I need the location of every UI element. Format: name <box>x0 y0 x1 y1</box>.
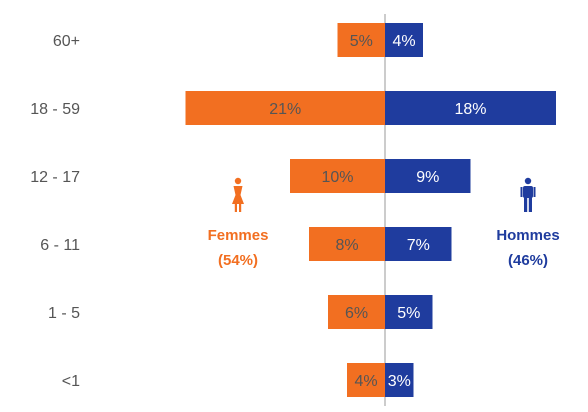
bar-label-femmes: 8% <box>335 237 358 254</box>
icon-arm <box>520 187 523 197</box>
bar-hommes <box>385 363 414 397</box>
bar-femmes <box>328 295 385 329</box>
female-person-icon <box>232 177 244 212</box>
bar-label-hommes: 5% <box>397 305 420 322</box>
icon-torso <box>523 186 533 198</box>
bar-label-femmes: 21% <box>269 101 301 118</box>
age-label: 6 - 11 <box>40 237 80 254</box>
bar-hommes <box>385 23 423 57</box>
bar-label-hommes: 18% <box>454 101 486 118</box>
icon-head <box>234 177 242 185</box>
legend-hommes-share: (46%) <box>508 252 548 269</box>
bar-femmes <box>309 227 385 261</box>
bars-group: 5% 4% 21% 18% 10% 9% 8% 7% 6% 5% 4% 3% <box>185 23 556 397</box>
age-label: 60+ <box>53 33 80 50</box>
age-label: <1 <box>62 373 80 390</box>
age-label: 1 - 5 <box>48 305 80 322</box>
legend-group: Femmes (54%) Hommes (46%) <box>208 177 560 269</box>
legend-femmes-name: Femmes <box>208 227 269 244</box>
legend-hommes-name: Hommes <box>496 227 559 244</box>
age-label: 12 - 17 <box>30 169 80 186</box>
bar-femmes <box>290 159 385 193</box>
icon-leg <box>234 204 237 212</box>
bar-hommes <box>385 91 556 125</box>
bar-label-hommes: 9% <box>416 169 439 186</box>
bar-label-femmes: 6% <box>345 305 368 322</box>
bar-femmes <box>347 363 385 397</box>
age-label: 18 - 59 <box>30 101 80 118</box>
bar-femmes <box>185 91 385 125</box>
legend-femmes-share: (54%) <box>218 252 258 269</box>
bar-label-femmes: 10% <box>321 169 353 186</box>
bar-label-hommes: 3% <box>388 373 411 390</box>
icon-leg <box>524 197 528 212</box>
bar-hommes <box>385 159 471 193</box>
icon-dress <box>232 186 244 204</box>
icon-leg <box>528 197 532 212</box>
bar-hommes <box>385 295 433 329</box>
icon-head <box>524 177 532 185</box>
icon-arm <box>533 187 536 197</box>
icon-leg <box>239 204 242 212</box>
bar-hommes <box>385 227 452 261</box>
age-labels-group: 60+ 18 - 59 12 - 17 6 - 11 1 - 5 <1 <box>30 33 80 390</box>
bar-label-hommes: 7% <box>407 237 430 254</box>
bar-label-hommes: 4% <box>392 33 415 50</box>
bar-femmes <box>337 23 385 57</box>
male-person-icon <box>520 177 536 212</box>
bar-label-femmes: 5% <box>350 33 373 50</box>
bar-label-femmes: 4% <box>354 373 377 390</box>
